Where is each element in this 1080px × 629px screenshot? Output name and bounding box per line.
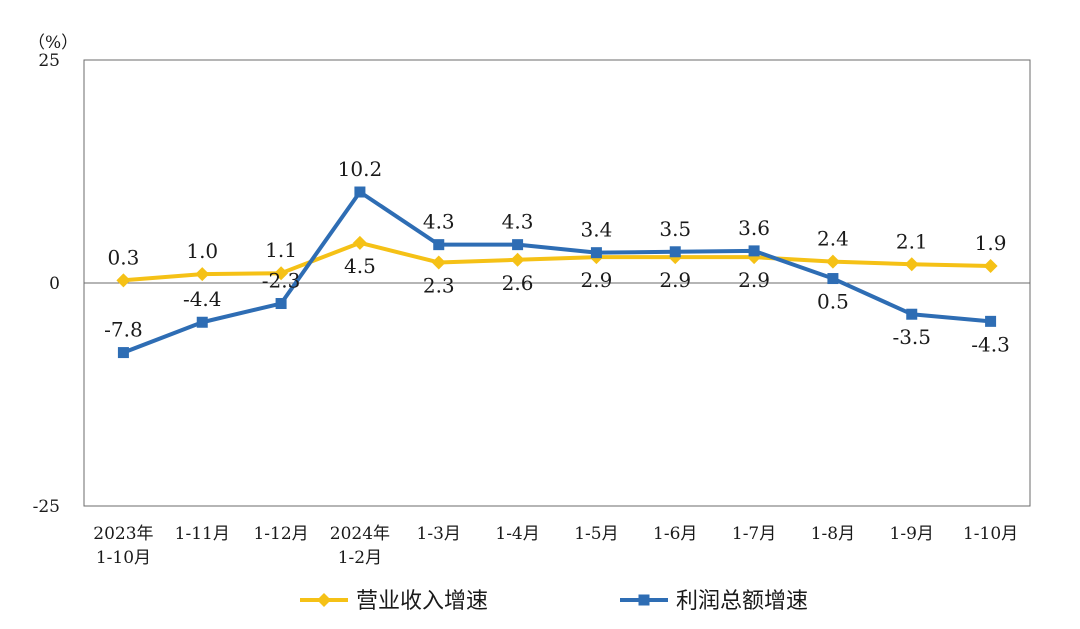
series-line xyxy=(122,190,991,355)
data-label: 10.2 xyxy=(338,157,383,181)
data-point-marker xyxy=(196,316,208,328)
x-tick-label: 1-10月 xyxy=(963,524,1018,544)
data-point-marker xyxy=(275,298,287,310)
data-point-marker xyxy=(195,267,210,282)
y-tick-label: -25 xyxy=(33,497,60,517)
data-point-marker xyxy=(827,273,839,285)
data-point-marker xyxy=(906,308,918,320)
data-label: 2.9 xyxy=(659,268,691,292)
data-label: 3.5 xyxy=(659,217,691,241)
data-point-marker xyxy=(985,315,997,327)
data-label: 4.3 xyxy=(502,210,534,234)
data-label: -2.3 xyxy=(262,269,301,293)
legend-label: 利润总额增速 xyxy=(676,589,808,614)
legend-marker xyxy=(638,594,650,606)
data-label: -4.4 xyxy=(183,287,222,311)
data-point-marker xyxy=(116,273,131,288)
data-point-marker xyxy=(274,266,289,281)
data-label: 2.9 xyxy=(581,268,613,292)
x-tick-label: 1-12月 xyxy=(253,524,308,544)
x-tick-label: 1-4月 xyxy=(495,524,539,544)
x-tick-label: 1-5月 xyxy=(574,524,618,544)
data-label: -4.3 xyxy=(971,332,1010,356)
data-point-marker xyxy=(512,239,524,251)
data-label: 0.5 xyxy=(817,290,849,314)
x-tick-label: 1-7月 xyxy=(732,524,776,544)
series-1: 0.3 1.0 1.1 4.5 2.3 2.6 2.9 2.9 2.9 2.4 2.1 1.9 xyxy=(108,227,1007,298)
legend-label: 营业收入增速 xyxy=(356,589,488,614)
x-tick-label: 1-3月 xyxy=(417,524,461,544)
data-label: 3.4 xyxy=(581,218,613,242)
legend-item-2: 利润总额增速 xyxy=(620,589,808,614)
x-tick-label: 1-6月 xyxy=(653,524,697,544)
data-point-marker xyxy=(117,347,129,359)
series-layer: 0.3 1.0 1.14.52.3 2.6 2.9 2.9 2.92.4 2.1 1.9-7.8… xyxy=(104,157,1010,359)
x-axis-ticks: 2023年 1-10月 1-11月 1-12月 2024年 1-2月 1-3月 1-4月 1-5… xyxy=(93,524,1018,568)
x-tick-label: 1-11月 xyxy=(175,524,230,544)
data-point-marker xyxy=(904,257,919,272)
data-point-marker xyxy=(825,254,840,269)
data-label: 0.3 xyxy=(108,245,140,269)
y-tick-label: 0 xyxy=(49,274,60,294)
data-label: 4.3 xyxy=(423,210,455,234)
data-point-marker xyxy=(983,259,998,274)
x-tick-label: 2023年 xyxy=(93,524,153,544)
data-point-marker xyxy=(431,255,446,270)
data-point-marker xyxy=(352,235,367,250)
data-label: -3.5 xyxy=(892,325,931,349)
x-tick-label: 1-2月 xyxy=(338,548,382,568)
data-label: 2.4 xyxy=(817,227,849,251)
data-label: 1.9 xyxy=(975,231,1007,255)
data-point-marker xyxy=(510,252,525,267)
data-label: 1.1 xyxy=(265,238,297,262)
x-tick-label: 1-10月 xyxy=(96,548,151,568)
series-line xyxy=(123,240,991,283)
data-label: 2.9 xyxy=(738,268,770,292)
data-label: 1.0 xyxy=(186,239,218,263)
legend-item-1: 营业收入增速 xyxy=(300,589,488,614)
data-point-marker xyxy=(433,239,445,251)
data-label: 2.3 xyxy=(423,273,455,297)
data-label: 3.6 xyxy=(738,216,770,240)
x-tick-label: 1-9月 xyxy=(890,524,934,544)
data-label: 2.1 xyxy=(896,229,928,253)
x-tick-label: 2024年 xyxy=(330,524,390,544)
series-2: -7.8 -4.4 -2.3 10.2 4.3 4.3 3.4 3.5 3.6 0.5 -3.5 -4… xyxy=(104,157,1010,359)
data-point-marker xyxy=(590,247,602,259)
data-point-marker xyxy=(669,246,681,258)
data-label: 4.5 xyxy=(344,254,376,278)
y-axis-unit-label: （%） xyxy=(28,33,78,53)
legend-marker xyxy=(317,593,331,607)
data-label: -7.8 xyxy=(104,318,143,342)
data-label: 2.6 xyxy=(502,271,534,295)
legend: 营业收入增速 利润总额增速 xyxy=(300,589,808,614)
y-axis-ticks: 25 0 -25 xyxy=(33,51,60,517)
y-tick-label: 25 xyxy=(38,51,60,71)
x-tick-label: 1-8月 xyxy=(811,524,855,544)
data-point-marker xyxy=(748,245,760,257)
data-point-marker xyxy=(354,186,366,198)
